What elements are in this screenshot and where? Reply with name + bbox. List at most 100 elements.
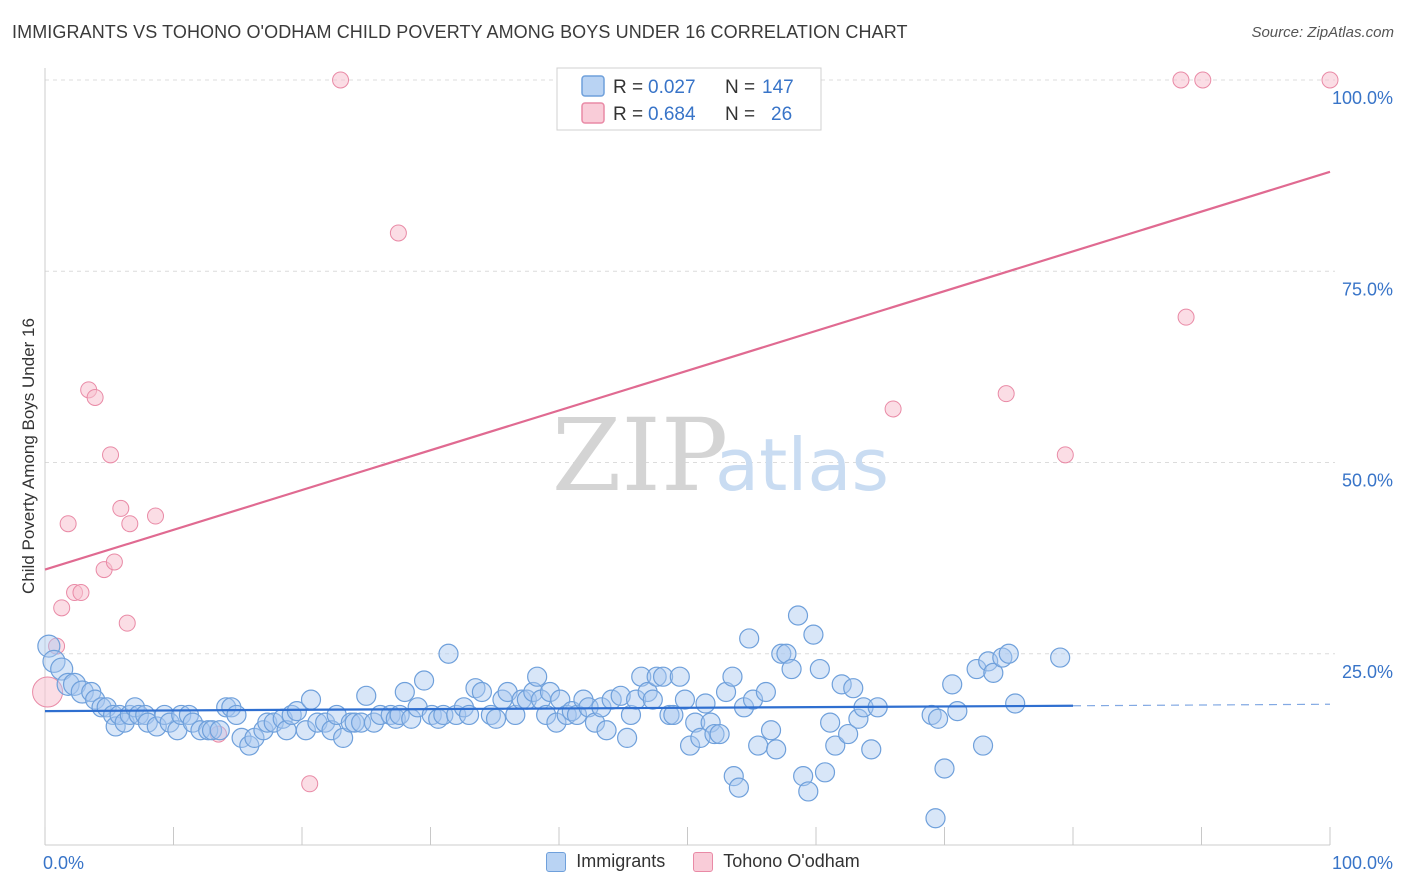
legend-swatch-tohono — [581, 102, 605, 124]
point-tohono — [53, 599, 71, 617]
point-immigrants — [679, 735, 701, 756]
point-immigrants — [972, 735, 994, 756]
bottom-legend-swatch-immigrants — [546, 851, 567, 872]
trend-line-tohono — [44, 170, 1331, 571]
y-axis-label: Child Poverty Among Boys Under 16 — [19, 318, 38, 594]
bottom-legend-immigrants: Immigrants — [546, 851, 665, 872]
stats-legend: R = 0.027 N = 147 R = 0.684 N = 26 — [556, 67, 822, 131]
point-immigrants — [257, 712, 278, 733]
y-tick-label: 75.0% — [1342, 279, 1393, 299]
point-immigrants — [91, 697, 112, 718]
legend-n-value-2: 26 — [771, 104, 792, 125]
legend-r-label-2: R = — [613, 104, 643, 125]
point-immigrants — [998, 643, 1019, 664]
point-tohono — [112, 499, 130, 517]
point-immigrants — [760, 720, 782, 741]
point-immigrants — [620, 704, 642, 726]
bottom-legend: Immigrants Tohono O'odham — [0, 851, 1406, 872]
watermark: ZIP atlas — [552, 397, 889, 514]
bottom-legend-tohono: Tohono O'odham — [693, 851, 860, 872]
point-immigrants — [471, 681, 492, 703]
point-immigrants — [674, 689, 696, 710]
bottom-legend-label-tohono: Tohono O'odham — [723, 851, 860, 871]
point-immigrants — [983, 662, 1004, 683]
point-tohono — [389, 224, 407, 242]
point-immigrants — [793, 766, 814, 787]
point-tohono — [121, 515, 139, 533]
point-immigrants — [755, 681, 776, 703]
point-immigrants — [295, 720, 316, 741]
point-immigrants — [527, 666, 548, 687]
y-tick-label: 100.0% — [1332, 88, 1393, 108]
point-immigrants — [546, 712, 567, 733]
point-tohono — [884, 400, 902, 418]
point-tohono — [1056, 446, 1074, 464]
tick-labels: 25.0% 50.0% 75.0% 100.0% 0.0% 100.0% — [43, 88, 1393, 873]
point-immigrants — [715, 681, 737, 703]
point-immigrants — [505, 704, 526, 726]
point-immigrants — [695, 693, 716, 714]
point-immigrants — [685, 712, 706, 733]
point-immigrants — [861, 739, 882, 760]
bottom-legend-swatch-tohono — [693, 851, 714, 872]
point-immigrants — [625, 689, 647, 710]
point-immigrants — [631, 666, 652, 687]
point-immigrants — [848, 708, 869, 729]
point-immigrants — [523, 681, 544, 703]
point-immigrants — [465, 678, 486, 699]
point-immigrants — [617, 727, 638, 749]
point-immigrants — [838, 723, 859, 745]
point-immigrants — [56, 672, 80, 696]
x-tick-label-min: 0.0% — [43, 853, 84, 873]
legend-n-value-1: 147 — [762, 77, 794, 98]
point-tohono — [32, 676, 64, 708]
legend-r-label-1: R = — [613, 77, 643, 98]
point-immigrants — [652, 666, 674, 687]
point-immigrants — [723, 766, 744, 787]
point-immigrants — [37, 634, 61, 658]
point-immigrants — [226, 704, 247, 726]
trend-line-immigrants-extension — [1072, 703, 1331, 707]
point-immigrants — [216, 697, 237, 718]
point-immigrants — [566, 704, 588, 726]
point-tohono — [1194, 71, 1212, 89]
point-immigrants — [927, 708, 949, 729]
series-tohono-points — [32, 71, 1339, 793]
point-immigrants — [831, 674, 852, 695]
point-tohono — [118, 614, 136, 632]
point-immigrants — [50, 657, 74, 681]
point-immigrants — [321, 720, 342, 741]
watermark-zip: ZIP — [552, 397, 728, 514]
point-immigrants — [820, 712, 841, 733]
point-tohono — [332, 71, 350, 89]
trend-line-immigrants — [44, 704, 1074, 713]
point-immigrants — [394, 681, 415, 703]
point-immigrants — [146, 716, 167, 737]
point-immigrants — [739, 628, 760, 649]
point-immigrants — [669, 666, 690, 687]
bottom-legend-label-immigrants: Immigrants — [576, 851, 666, 871]
x-tick-label-max: 100.0% — [1332, 853, 1393, 873]
legend-swatch-immigrants — [581, 75, 605, 97]
axes — [44, 68, 1331, 846]
point-immigrants — [438, 643, 459, 664]
y-tick-label: 50.0% — [1342, 471, 1393, 491]
point-immigrants — [458, 704, 480, 726]
legend-r-value-2: 0.684 — [648, 104, 696, 125]
point-immigrants — [356, 685, 377, 706]
source-label: Source: ZipAtlas.com — [1251, 24, 1394, 41]
point-immigrants — [1050, 647, 1071, 668]
watermark-atlas: atlas — [715, 423, 889, 507]
point-immigrants — [992, 647, 1013, 668]
point-tohono — [1321, 71, 1339, 89]
point-tohono — [1172, 71, 1190, 89]
point-immigrants — [798, 781, 819, 802]
point-immigrants — [610, 685, 631, 706]
point-tohono — [59, 515, 77, 533]
point-tohono — [105, 553, 123, 571]
point-immigrants — [934, 758, 955, 779]
point-tohono — [147, 507, 165, 525]
point-immigrants — [722, 666, 743, 687]
point-immigrants — [413, 670, 435, 691]
